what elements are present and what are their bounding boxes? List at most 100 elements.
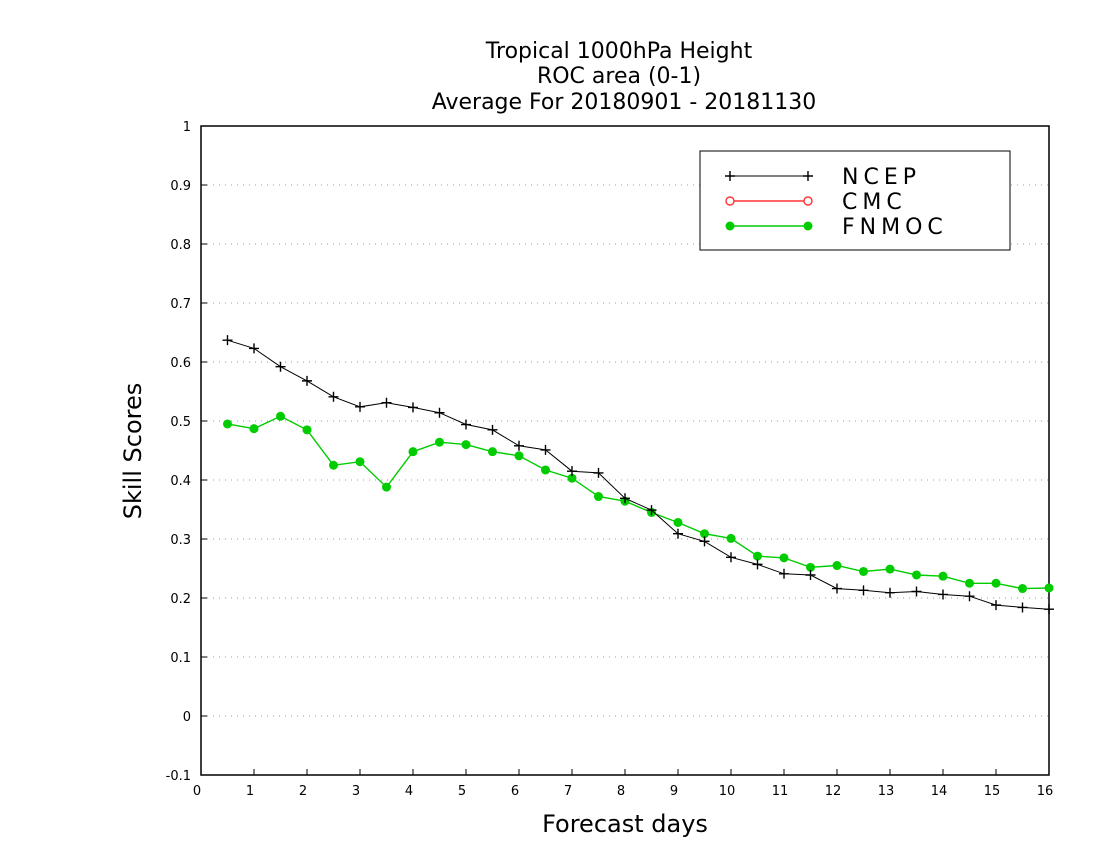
data-point-ncep [646,505,657,516]
data-point-ncep [911,586,922,597]
data-point-ncep [991,600,1001,611]
legend-entry-cmc: CMC [725,190,902,215]
data-point-ncep [222,335,233,346]
legend-marker-cmc [725,196,735,206]
y-axis-label: Skill Scores [119,383,147,520]
x-tick-label: 6 [511,784,519,799]
series-fnmoc [223,411,1054,594]
data-point-fnmoc [461,440,471,450]
y-tick-label: 0.3 [170,533,191,548]
data-point-ncep [487,424,498,435]
legend-marker-fnmoc [803,221,813,231]
data-point-ncep [408,402,418,413]
y-tick-label: -0.1 [166,769,191,784]
data-point-fnmoc [726,533,736,543]
x-tick-label: 9 [670,784,678,799]
data-point-ncep [779,568,789,579]
y-tick-label: 0.6 [170,356,191,371]
legend-entry-fnmoc: FNMOC [725,215,948,240]
data-point-ncep [832,583,842,594]
x-tick-label: 3 [352,784,360,799]
data-point-ncep [249,343,259,354]
legend-label-ncep: NCEP [842,165,921,190]
data-point-ncep [328,391,339,402]
x-tick-label: 12 [825,784,842,799]
data-point-ncep [1044,604,1054,615]
legend-marker-ncep [803,171,813,181]
data-point-fnmoc [355,457,365,467]
data-point-ncep [567,466,577,477]
data-point-fnmoc [276,411,285,421]
y-tick-label: 0.1 [170,651,191,666]
data-point-ncep [726,552,736,563]
data-point-fnmoc [673,517,683,527]
x-tick-label: 8 [617,784,625,799]
data-point-fnmoc [329,460,338,470]
x-tick-label: 7 [564,784,572,799]
data-point-fnmoc [567,473,577,483]
data-point-ncep [381,397,392,408]
data-point-fnmoc [753,551,762,561]
data-point-fnmoc [541,465,550,475]
data-point-ncep [620,493,630,504]
x-tick-label: 0 [193,784,201,799]
data-point-fnmoc [1018,584,1027,594]
data-point-ncep [752,559,763,570]
data-point-ncep [461,419,471,430]
x-tick-label: 16 [1037,784,1054,799]
data-point-fnmoc [700,529,709,539]
series-layer [222,335,1054,615]
x-tick-label: 1 [246,784,254,799]
legend-label-fnmoc: FNMOC [842,215,948,240]
data-point-ncep [885,587,895,598]
axis-ticks: -0.100.10.20.30.40.50.60.70.80.910 1 2 3 4 5 6… [166,120,1054,799]
data-point-fnmoc [408,447,418,457]
chart-title-line-3: Average For 20180901 - 20181130 [432,90,817,115]
data-point-fnmoc [302,425,312,435]
x-tick-label: 13 [878,784,895,799]
data-point-ncep [302,375,312,386]
legend-marker-fnmoc [725,221,735,231]
y-tick-label: 0.8 [170,238,191,253]
data-point-fnmoc [594,492,603,502]
data-point-ncep [434,407,445,418]
series-line-ncep [227,339,1050,610]
x-tick-label: 4 [405,784,413,799]
data-point-fnmoc [859,566,868,576]
series-line-fnmoc [227,415,1050,590]
y-tick-label: 0 [183,710,191,725]
y-tick-label: 0.5 [170,415,191,430]
x-tick-label: 11 [772,784,789,799]
data-point-ncep [699,536,710,547]
data-point-fnmoc [885,564,895,574]
data-point-ncep [593,467,604,478]
data-point-ncep [1017,602,1028,613]
y-tick-label: 1 [183,120,191,135]
series-ncep [222,335,1054,615]
y-tick-label: 0.7 [170,297,191,312]
data-point-fnmoc [779,553,789,563]
data-point-fnmoc [965,578,974,588]
legend-entry-ncep: NCEP [725,165,921,190]
grid-lines [201,184,1049,717]
y-tick-label: 0.2 [170,592,191,607]
data-point-ncep [355,401,365,412]
x-tick-label: 14 [931,784,948,799]
chart-title-line-2: ROC area (0-1) [537,64,701,89]
y-tick-label: 0.9 [170,179,191,194]
chart-title-line-1: Tropical 1000hPa Height [485,39,753,64]
data-point-fnmoc [912,570,921,580]
data-point-fnmoc [435,437,444,447]
data-point-fnmoc [382,482,391,492]
legend-marker-cmc [803,196,813,206]
x-tick-label: 5 [458,784,466,799]
data-point-ncep [514,440,524,451]
x-tick-label: 15 [984,784,1001,799]
data-point-fnmoc [806,562,815,572]
data-point-ncep [964,591,975,602]
x-tick-label: 10 [719,784,736,799]
data-point-ncep [540,444,551,455]
